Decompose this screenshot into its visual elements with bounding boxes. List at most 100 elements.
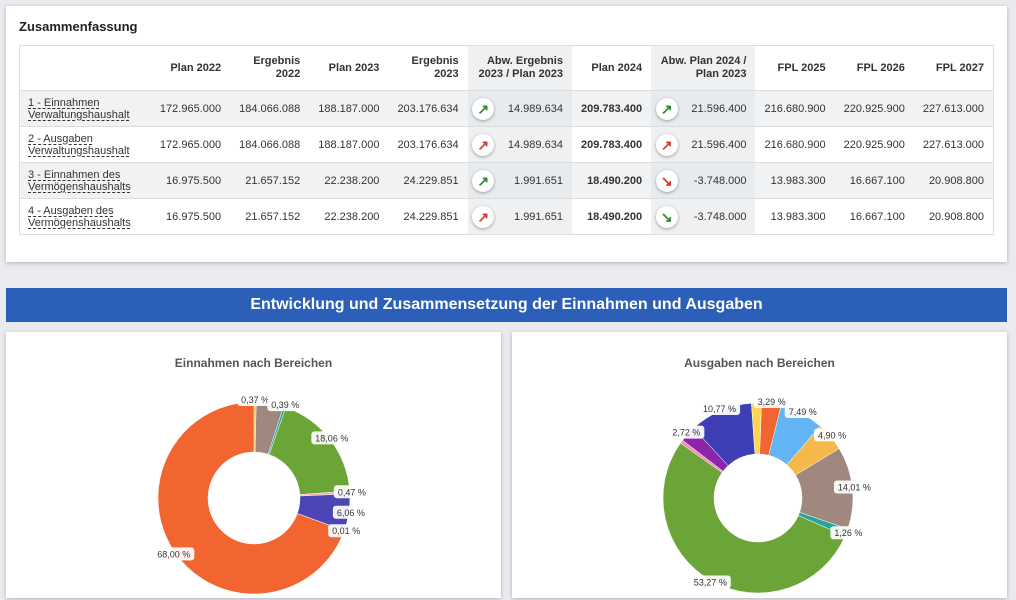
section-banner: Entwicklung und Zusammensetzung der Einn…	[6, 288, 1007, 322]
trend-up-icon[interactable]: ↗	[472, 169, 495, 192]
cell-erg2022: 21.657.152	[230, 162, 310, 199]
income-slice[interactable]	[268, 407, 351, 495]
income-chart-card: Einnahmen nach Bereichen 0,37 % 0,39 % 18,…	[6, 332, 501, 598]
cell-fpl2026: 220.925.900	[834, 126, 914, 163]
expense-donut-chart: 7,49 % 4,90 % 14,01 % 1,26 % 53,27 % 2,72 % 10…	[662, 394, 875, 594]
svg-text:0,37 %: 0,37 %	[241, 395, 269, 405]
cell-plan2023: 188.187.000	[309, 90, 389, 127]
cell-plan2024: 18.490.200	[571, 198, 652, 235]
cell-fpl2025: 13.983.300	[755, 198, 835, 235]
trend-up-icon[interactable]: ↗	[655, 97, 678, 120]
expense-data-label: 14,01 %	[833, 480, 875, 494]
col-header-plan2022: Plan 2022	[150, 45, 231, 91]
cell-fpl2025: 216.680.900	[755, 126, 835, 163]
svg-text:3,29 %: 3,29 %	[758, 397, 786, 407]
income-data-label: 0,47 %	[333, 485, 370, 499]
expense-chart-card: Ausgaben nach Bereichen 7,49 % 4,90 % 14,0…	[512, 332, 1007, 598]
cell-erg2023: 203.176.634	[388, 126, 468, 163]
cell-fpl2026: 16.667.100	[834, 198, 914, 235]
svg-text:1,26 %: 1,26 %	[834, 528, 862, 538]
expense-slice[interactable]	[662, 442, 846, 594]
income-data-label: 6,06 %	[332, 505, 369, 519]
row-label[interactable]: 4 - Ausgaben des Vermögenshaushalts	[19, 198, 151, 235]
cell-fpl2026: 16.667.100	[834, 162, 914, 199]
cell-abw2: -3.748.000	[682, 162, 756, 199]
col-header-erg2022: Ergebnis 2022	[230, 45, 310, 91]
row-label[interactable]: 1 - Einnahmen Verwaltungshaushalt	[19, 90, 151, 127]
expense-data-label: 2,72 %	[668, 425, 705, 439]
trend-up-icon[interactable]: ↗	[472, 205, 495, 228]
col-header-fpl2025: FPL 2025	[755, 45, 835, 91]
trend-down-icon[interactable]: ↘	[655, 205, 678, 228]
col-header-plan2023: Plan 2023	[309, 45, 389, 91]
svg-text:53,27 %: 53,27 %	[694, 577, 727, 587]
row-label[interactable]: 3 - Einnahmen des Vermögenshaushalts	[19, 162, 151, 199]
summary-table: Plan 2022 Ergebnis 2022 Plan 2023 Ergebni…	[19, 45, 994, 235]
col-header-label	[19, 45, 151, 91]
cell-trend1: ↗	[467, 126, 499, 163]
cell-abw2: 21.596.400	[682, 126, 756, 163]
income-data-label: 0,39 %	[267, 398, 304, 412]
row-label[interactable]: 2 - Ausgaben Verwaltungshaushalt	[19, 126, 151, 163]
col-header-fpl2027: FPL 2027	[913, 45, 994, 91]
cell-plan2024: 209.783.400	[571, 126, 652, 163]
cell-abw2: 21.596.400	[682, 90, 756, 127]
cell-plan2022: 16.975.500	[150, 162, 231, 199]
cell-plan2022: 172.965.000	[150, 126, 231, 163]
cell-plan2022: 16.975.500	[150, 198, 231, 235]
summary-title: Zusammenfassung	[19, 19, 138, 34]
income-chart-title: Einnahmen nach Bereichen	[174, 356, 333, 370]
table-header-row: Plan 2022 Ergebnis 2022 Plan 2023 Ergebni…	[19, 45, 994, 91]
trend-up-icon[interactable]: ↗	[472, 97, 495, 120]
cell-plan2023: 22.238.200	[309, 198, 389, 235]
expense-data-label: 7,49 %	[784, 404, 821, 418]
cell-erg2023: 24.229.851	[388, 162, 468, 199]
cell-erg2023: 203.176.634	[388, 90, 468, 127]
cell-trend2: ↗	[651, 126, 683, 163]
cell-abw1: 1.991.651	[498, 198, 572, 235]
trend-up-icon[interactable]: ↗	[655, 133, 678, 156]
income-data-label: 0,01 %	[328, 524, 365, 538]
table-row: 4 - Ausgaben des Vermögenshaushalts 16.9…	[19, 198, 994, 235]
cell-abw1: 14.989.634	[498, 90, 572, 127]
income-slice[interactable]	[157, 401, 345, 595]
cell-trend2: ↗	[651, 90, 683, 127]
cell-erg2022: 184.066.088	[230, 90, 310, 127]
col-header-abw1: Abw. Ergebnis 2023 / Plan 2023	[467, 45, 572, 91]
col-header-erg2023: Ergebnis 2023	[388, 45, 468, 91]
expense-data-label: 10,77 %	[699, 401, 741, 415]
col-header-fpl2026: FPL 2026	[834, 45, 914, 91]
svg-text:18,06 %: 18,06 %	[315, 433, 348, 443]
cell-plan2022: 172.965.000	[150, 90, 231, 127]
cell-abw1: 14.989.634	[498, 126, 572, 163]
svg-text:2,72 %: 2,72 %	[672, 428, 700, 438]
col-header-plan2024: Plan 2024	[571, 45, 652, 91]
cell-fpl2027: 227.613.000	[913, 90, 994, 127]
cell-plan2023: 22.238.200	[309, 162, 389, 199]
expense-data-label: 53,27 %	[689, 575, 731, 589]
cell-trend2: ↘	[651, 162, 683, 199]
cell-fpl2027: 20.908.800	[913, 162, 994, 199]
income-data-label: 0,37 %	[237, 393, 274, 407]
cell-erg2022: 21.657.152	[230, 198, 310, 235]
svg-text:4,90 %: 4,90 %	[818, 430, 846, 440]
income-donut-chart: 0,37 %0,39 % 18,06 % 0,47 % 6,06 % 0,01 % 68,…	[153, 393, 370, 595]
cell-trend1: ↗	[467, 90, 499, 127]
cell-fpl2025: 13.983.300	[755, 162, 835, 199]
svg-text:14,01 %: 14,01 %	[838, 483, 871, 493]
svg-text:0,39 %: 0,39 %	[271, 400, 299, 410]
svg-text:6,06 %: 6,06 %	[337, 508, 365, 518]
cell-erg2023: 24.229.851	[388, 198, 468, 235]
expense-data-label: 1,26 %	[830, 526, 867, 540]
expense-chart-title: Ausgaben nach Bereichen	[684, 356, 835, 370]
cell-plan2023: 188.187.000	[309, 126, 389, 163]
cell-trend2: ↘	[651, 198, 683, 235]
summary-card: Zusammenfassung Plan 2022 Ergebnis 2022 P…	[6, 6, 1007, 262]
cell-plan2024: 18.490.200	[571, 162, 652, 199]
table-row: 1 - Einnahmen Verwaltungshaushalt 172.96…	[19, 90, 994, 127]
trend-down-icon[interactable]: ↘	[655, 169, 678, 192]
table-row: 2 - Ausgaben Verwaltungshaushalt 172.965…	[19, 126, 994, 163]
cell-abw2: -3.748.000	[682, 198, 756, 235]
svg-text:0,01 %: 0,01 %	[332, 526, 360, 536]
trend-up-icon[interactable]: ↗	[472, 133, 495, 156]
